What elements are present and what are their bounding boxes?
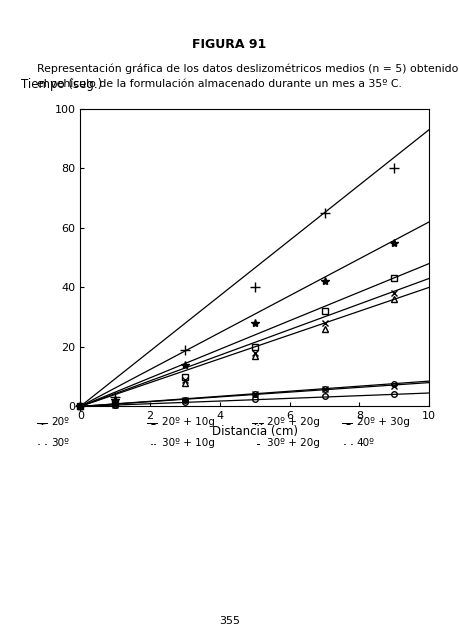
Text: 355: 355 [219,616,240,626]
X-axis label: Distancia (cm): Distancia (cm) [212,426,298,438]
Text: 20º + 30g: 20º + 30g [357,417,409,428]
Text: 30º + 20g: 30º + 20g [267,438,320,448]
Text: 30º: 30º [51,438,69,448]
Text: 20º + 20g: 20º + 20g [267,417,320,428]
Text: 20º + 10g: 20º + 10g [162,417,214,428]
Text: el vehículo de la formulación almacenado durante un mes a 35º C.: el vehículo de la formulación almacenado… [37,79,402,89]
Text: Tiempo (seg.): Tiempo (seg.) [21,78,102,91]
Text: 20º: 20º [51,417,69,428]
Text: 30º + 10g: 30º + 10g [162,438,214,448]
Text: FIGURA 91: FIGURA 91 [192,38,267,51]
Text: Representación gráfica de los datos deslizométricos medios (n = 5) obtenidos en: Representación gráfica de los datos desl… [37,64,459,74]
Text: 40º: 40º [357,438,375,448]
